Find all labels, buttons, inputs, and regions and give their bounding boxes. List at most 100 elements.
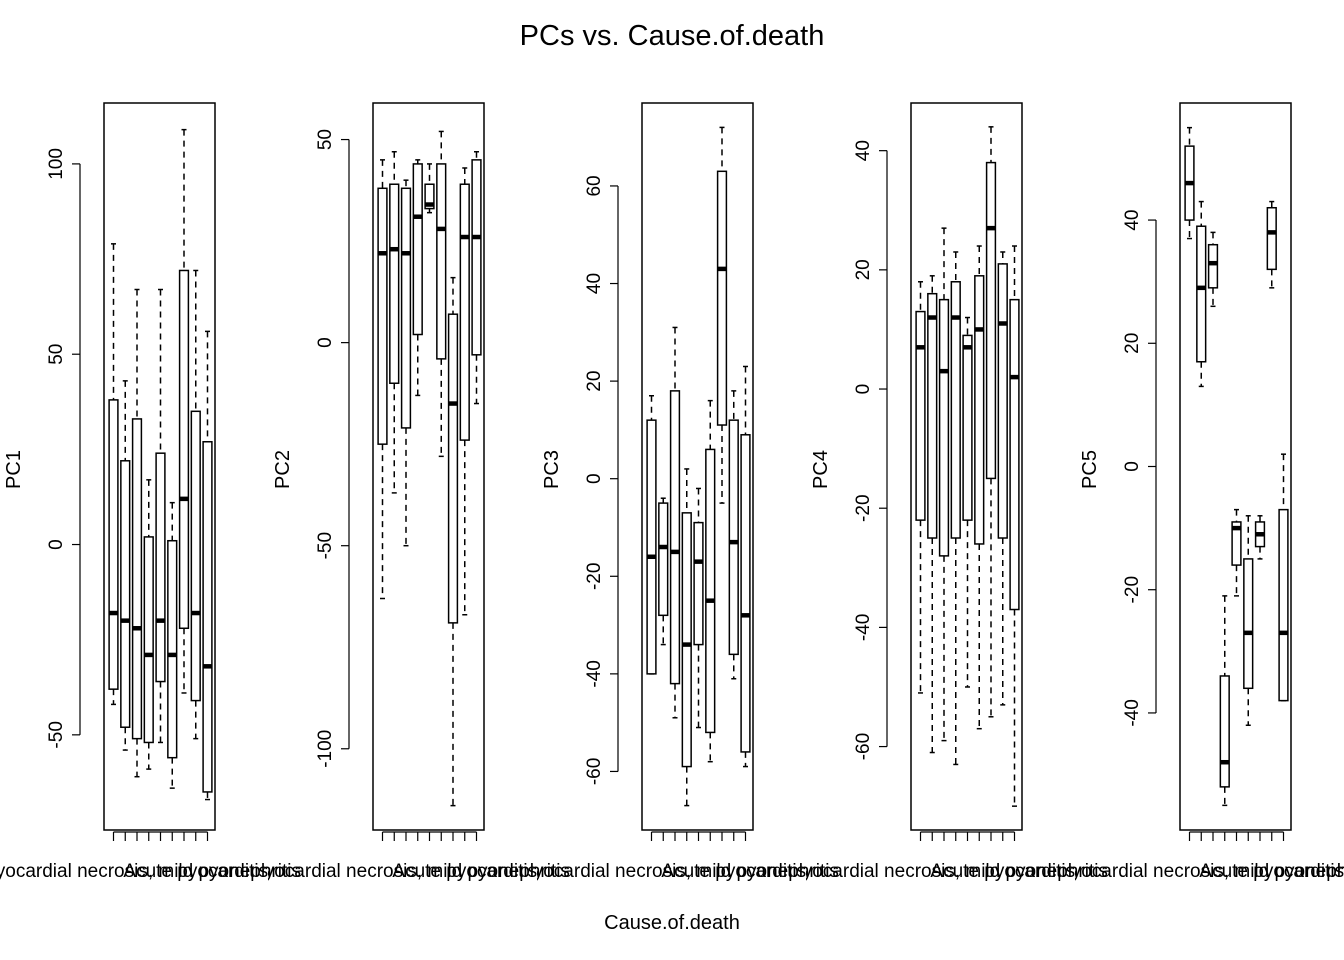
box-iqr [658,502,669,617]
box-4 [1219,595,1230,807]
box-4 [412,159,423,397]
box-2 [658,497,669,646]
box-1 [646,395,657,675]
y-tick-label: 40 [584,273,605,294]
y-tick-label: -20 [853,494,874,521]
x-tick-label: Acute myocardial necrosis, mild pyonephr… [0,861,301,882]
box-iqr [669,390,681,685]
box-iqr [447,313,459,624]
box-iqr [400,187,412,429]
panel-pc2: -100 -50 0 50 PC2 Acute myocardial necrosis, … [195,102,570,882]
plot-frame [372,102,485,831]
box-1 [915,281,926,694]
box-iqr [985,161,997,480]
box-8 [459,167,470,616]
box-9 [471,150,482,405]
box-7 [716,126,728,504]
box-5 [693,487,704,729]
y-tick-label: -60 [853,733,874,760]
box-iqr [471,159,482,356]
box-8 [997,251,1008,706]
panels: -50 0 50 100 PC1 Acute myocardial necrosis, m… [0,102,1344,882]
box-6 [436,130,447,458]
y-tick-label: -20 [1122,576,1143,603]
y-tick-label: 60 [584,175,605,196]
x-tick-label: Acute pyocarditis [1199,861,1344,882]
box-iqr [1219,675,1230,788]
panel-pc5: -40 -20 0 20 40 PC5 Acute myocardial necrosis,… [1075,102,1344,882]
y-tick-label: 0 [1122,461,1143,472]
box-1 [108,243,119,706]
box-iqr [974,275,985,545]
y-tick-label: -60 [584,758,605,785]
box-iqr [202,441,213,793]
box-iqr [938,298,950,557]
box-iqr [693,521,704,646]
x-tick-label: Acute myocardial necrosis, mild pyonephr… [464,861,839,882]
box-iqr [915,310,926,521]
x-tick-labels: Acute myocardial necrosis, mild pyonephr… [0,861,301,882]
box-4 [143,479,154,770]
x-tick-labels: Acute myocardial necrosis, mild pyonephr… [464,861,839,882]
x-tick-label: Acute myocardial necrosis, mild pyonephr… [195,861,570,882]
plot-frame [641,102,754,831]
x-tick-labels: Acute myocardial necrosis, mild pyonephr… [806,861,1108,882]
box-9 [740,365,751,768]
box-iqr [1266,206,1277,271]
y-tick-label: -40 [853,614,874,641]
box-7 [1254,515,1266,560]
panel-pc3: -60 -40 -20 0 20 40 60 PC3 Acute myocardial necr… [464,102,839,882]
box-9 [1009,245,1020,807]
box-3 [669,326,681,719]
box-2 [1196,200,1207,388]
x-tick-label: Acute pyocarditis [392,861,537,882]
box-2 [120,380,131,751]
y-axis-label: PC1 [3,450,25,489]
y-tick-label: 40 [853,140,874,161]
box-8 [190,269,201,740]
box-iqr [108,399,119,690]
y-tick-label: 0 [315,337,336,348]
box-iqr [681,512,692,768]
box-iqr [178,269,190,630]
box-3 [1207,231,1219,308]
y-tick-label: -40 [584,660,605,687]
box-iqr [997,263,1008,539]
box-5 [424,163,435,214]
box-3 [131,288,143,778]
y-tick-label: 0 [46,539,67,550]
y-axis-label: PC5 [1079,450,1101,489]
box-8 [1266,200,1277,289]
box-iqr [459,183,470,441]
box-iqr [143,536,154,744]
box-6 [974,245,985,730]
box-7 [178,128,190,694]
y-tick-label: 0 [853,384,874,395]
y-tick-label: -50 [46,721,67,748]
box-iqr [412,163,423,336]
y-tick-label: 20 [584,371,605,392]
box-2 [389,150,400,494]
box-6 [167,501,178,789]
box-iqr [1207,243,1219,289]
y-axis-label: PC4 [810,450,832,489]
y-tick-label: 50 [46,344,67,365]
y-axis-label: PC2 [272,450,294,489]
box-iqr [1196,225,1207,363]
box-iqr [1243,558,1254,690]
y-tick-label: 0 [584,473,605,484]
box-5 [155,288,166,744]
box-iqr [389,183,400,384]
box-2 [927,275,938,754]
box-iqr [131,418,143,740]
box-iqr [962,334,973,521]
panel-pc4: -60 -40 -20 0 20 40 PC4 Acute myocardial necros… [806,102,1108,882]
y-tick-label: -20 [584,563,605,590]
x-tick-labels: Acute myocardial necrosis, mild pyonephr… [1075,861,1344,882]
box-1 [1184,126,1195,240]
plot-frame [103,102,216,831]
box-1 [377,159,388,600]
box-iqr [716,170,728,426]
box-9 [1278,453,1289,702]
